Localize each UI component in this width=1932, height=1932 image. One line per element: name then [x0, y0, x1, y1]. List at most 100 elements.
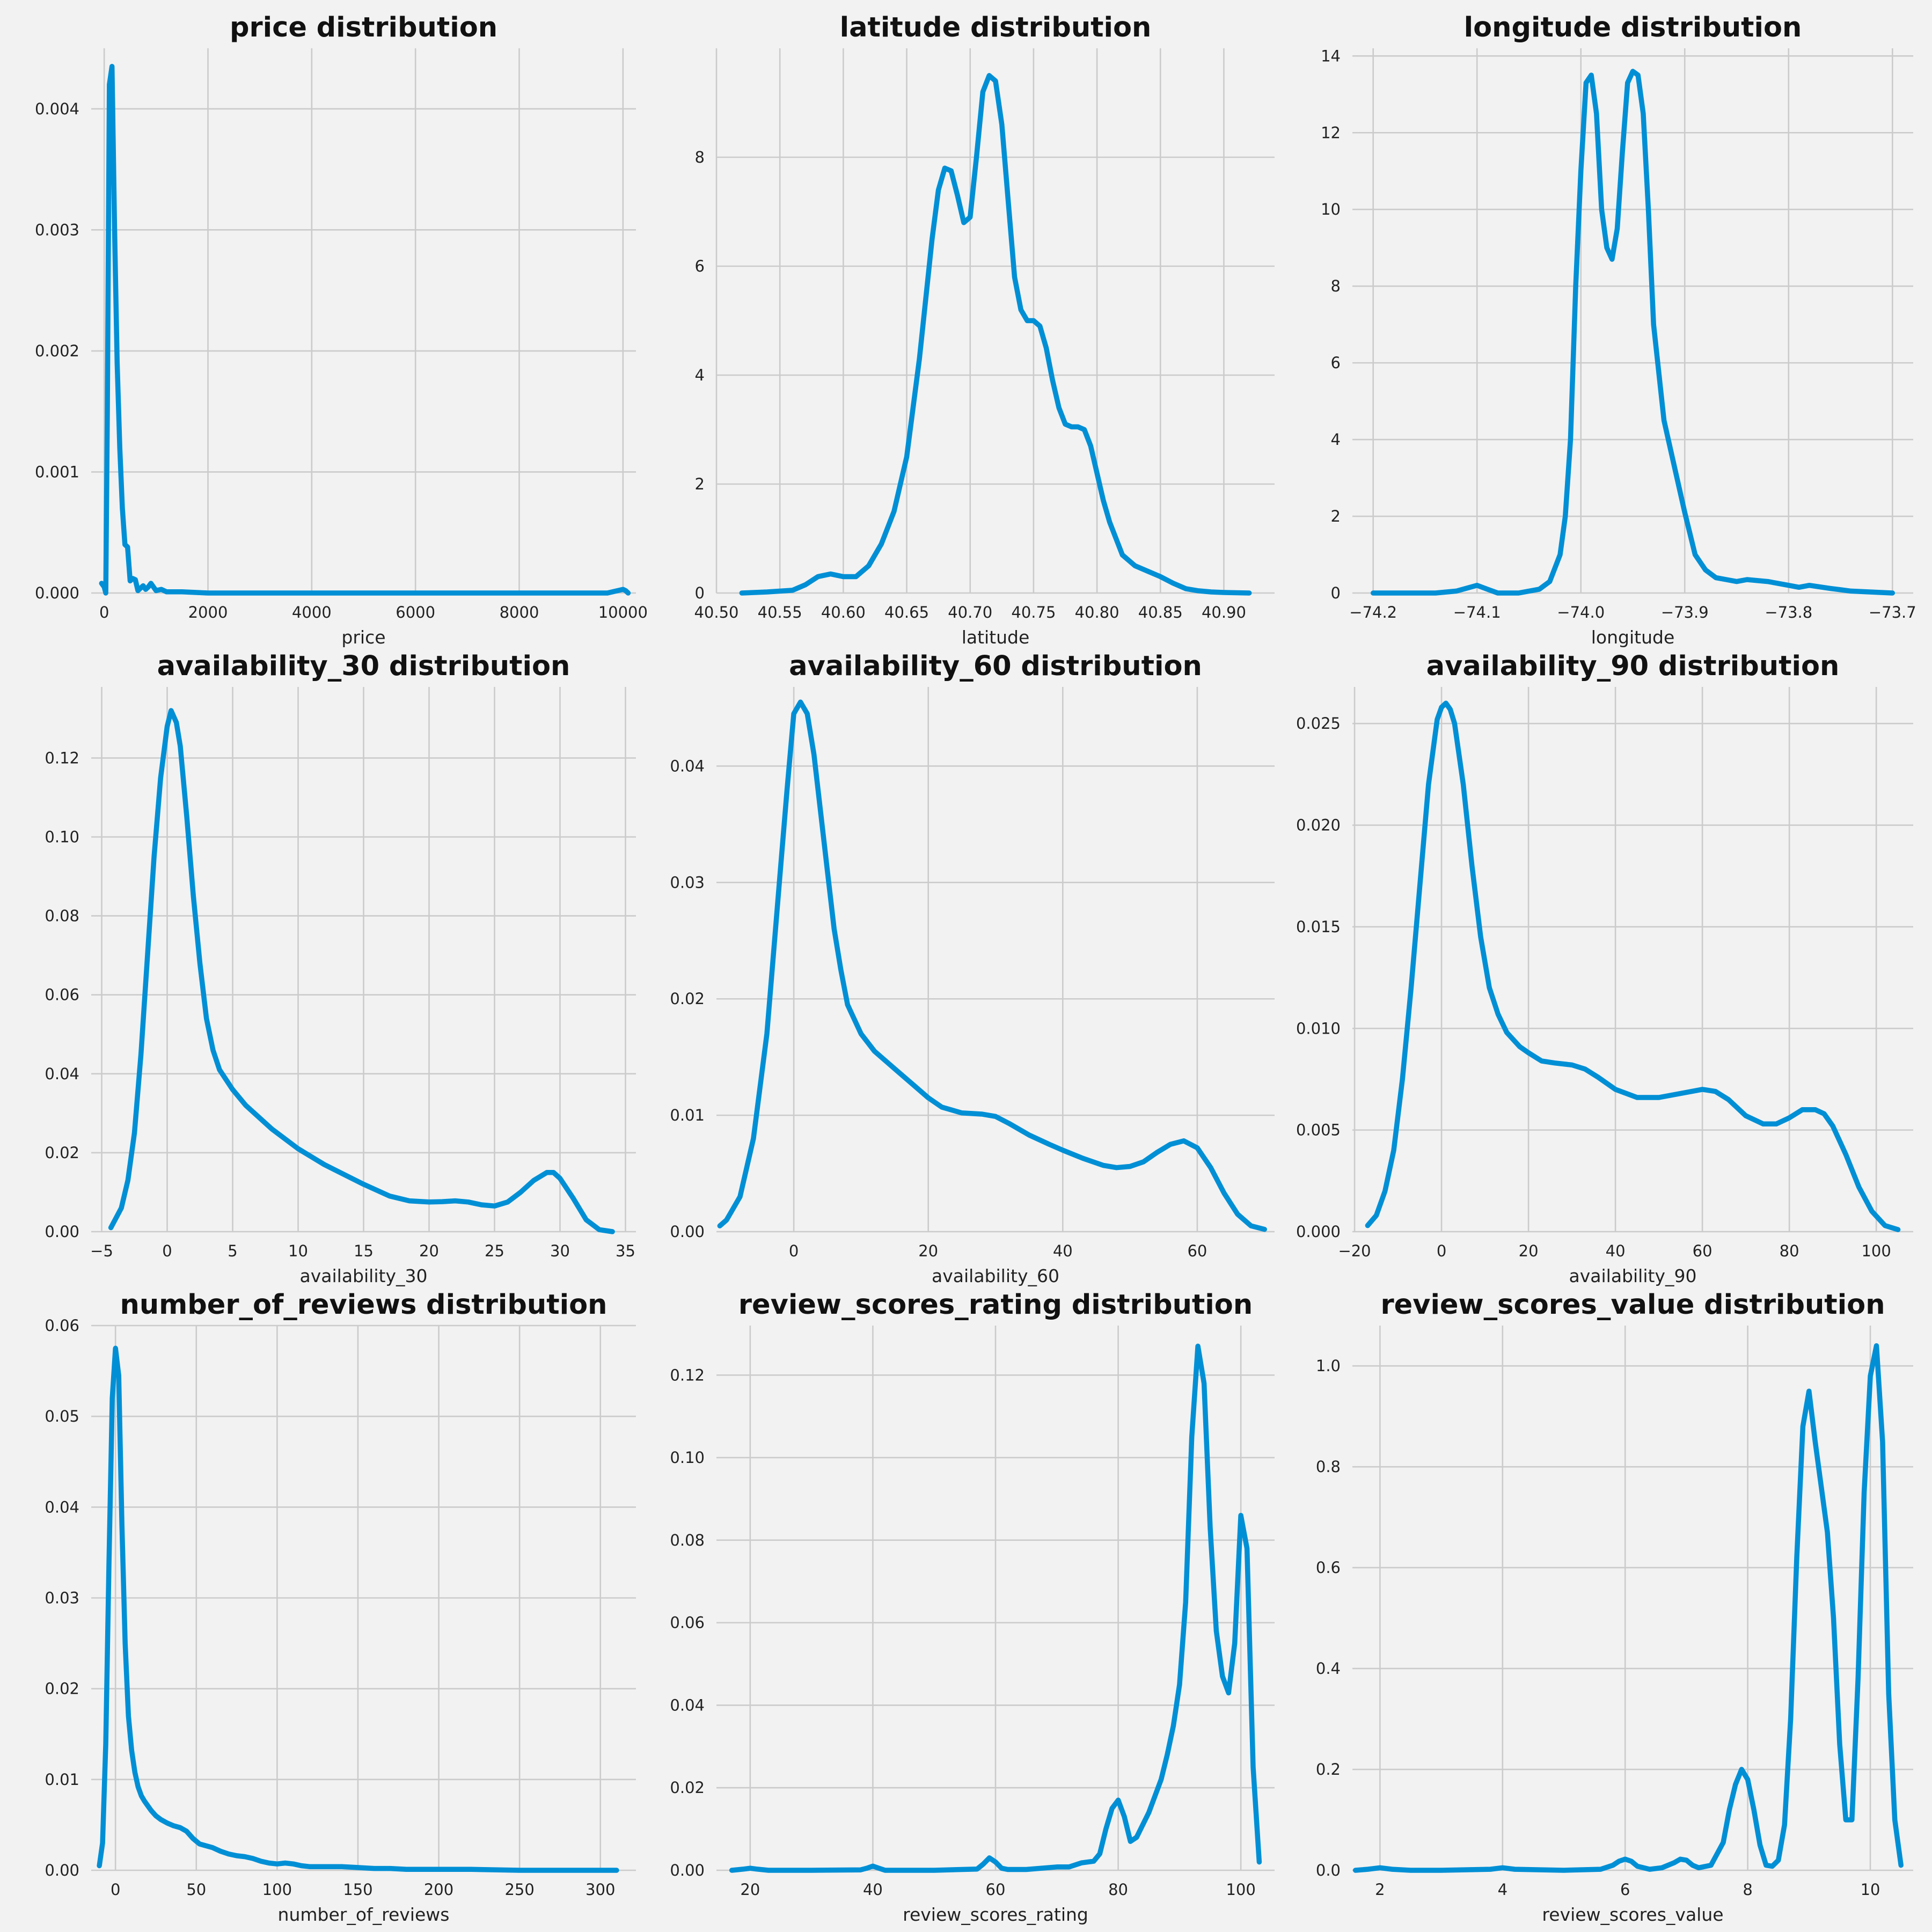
- y-tick-label: 0.8: [1316, 1458, 1341, 1476]
- y-tick-label: 0.2: [1316, 1760, 1341, 1779]
- x-tick-label: 80: [1108, 1880, 1128, 1899]
- x-tick-label: 300: [586, 1880, 615, 1899]
- x-tick-label: 20: [419, 1242, 439, 1260]
- chart-title: number_of_reviews distribution: [120, 1289, 608, 1321]
- y-tick-label: 0.04: [45, 1498, 79, 1516]
- x-tick-label: 250: [504, 1880, 534, 1899]
- x-tick-label: 5: [228, 1242, 237, 1260]
- y-tick-label: 0.000: [1296, 1223, 1341, 1241]
- x-tick-label: −74.0: [1557, 603, 1605, 621]
- x-tick-label: 40.85: [1138, 603, 1183, 621]
- y-tick-label: 0.0: [1316, 1861, 1341, 1879]
- y-tick-label: 0.10: [45, 828, 79, 846]
- x-axis-label: availability_90: [1569, 1265, 1697, 1286]
- x-tick-label: −73.8: [1765, 603, 1812, 621]
- density-line: [99, 64, 631, 596]
- y-tick-label: 1.0: [1316, 1357, 1341, 1375]
- x-axis-label: number_of_reviews: [278, 1904, 450, 1925]
- chart-title: availability_90 distribution: [1426, 650, 1840, 682]
- x-tick-label: 40.80: [1075, 603, 1119, 621]
- x-tick-label: 10: [1861, 1880, 1880, 1899]
- y-tick-label: 10: [1321, 200, 1341, 218]
- density-line: [1365, 700, 1901, 1232]
- x-tick-label: 6000: [396, 603, 435, 621]
- y-tick-label: 0.08: [670, 1531, 705, 1549]
- plot-area: [1352, 48, 1913, 593]
- y-tick-label: 0.02: [45, 1680, 79, 1698]
- x-tick-label: 2000: [188, 603, 228, 621]
- x-tick-label: 60: [1693, 1242, 1713, 1260]
- plot-area: [716, 687, 1275, 1232]
- chart-title: review_scores_rating distribution: [738, 1289, 1253, 1321]
- x-tick-label: 0: [111, 1880, 120, 1899]
- x-axis-label: availability_60: [932, 1265, 1059, 1286]
- y-tick-label: 0.00: [45, 1223, 79, 1241]
- y-tick-label: 6: [695, 257, 705, 275]
- y-tick-label: 0.02: [45, 1144, 79, 1162]
- y-tick-label: 0.00: [670, 1223, 705, 1241]
- x-tick-label: 8000: [500, 603, 539, 621]
- x-tick-label: −74.1: [1453, 603, 1501, 621]
- y-tick-label: 0.00: [45, 1861, 79, 1879]
- x-tick-label: 100: [262, 1880, 292, 1899]
- x-tick-label: 80: [1780, 1242, 1799, 1260]
- x-tick-label: 4: [1498, 1880, 1507, 1899]
- y-tick-label: 0.04: [670, 1696, 705, 1714]
- y-tick-label: 0.08: [45, 907, 79, 925]
- y-tick-label: 0.06: [45, 1316, 79, 1335]
- y-tick-label: 0.06: [670, 1614, 705, 1632]
- y-tick-label: 0.12: [45, 749, 79, 767]
- plot-area: [716, 48, 1275, 593]
- x-tick-label: 100: [1861, 1242, 1891, 1260]
- y-tick-label: 0.001: [35, 463, 79, 481]
- x-axis-label: review_scores_rating: [903, 1904, 1088, 1925]
- density-line: [739, 73, 1252, 596]
- x-tick-label: 10: [288, 1242, 308, 1260]
- density-line: [1370, 69, 1896, 596]
- x-tick-label: 0: [162, 1242, 172, 1260]
- y-tick-label: 0.020: [1296, 816, 1341, 835]
- x-tick-label: −20: [1338, 1242, 1371, 1260]
- x-tick-label: 4000: [292, 603, 332, 621]
- y-tick-label: 0: [695, 584, 705, 602]
- x-tick-label: 200: [424, 1880, 453, 1899]
- x-tick-label: −73.7: [1869, 603, 1916, 621]
- x-tick-label: 8: [1743, 1880, 1752, 1899]
- x-tick-label: 60: [986, 1880, 1006, 1899]
- y-tick-label: 0.004: [35, 100, 79, 118]
- y-tick-label: 0.04: [670, 757, 705, 775]
- x-axis-label: latitude: [962, 627, 1030, 648]
- x-tick-label: 40.55: [758, 603, 802, 621]
- x-tick-label: 100: [1226, 1880, 1255, 1899]
- y-tick-label: 2: [1331, 507, 1341, 525]
- y-tick-label: 0.12: [670, 1366, 705, 1384]
- x-tick-label: 40: [1606, 1242, 1626, 1260]
- chart-panel-8: 20 40 60 80 100 0.00 0.02 0.04 0.06 0.08 0.10 0.12 r…: [670, 1289, 1275, 1925]
- y-tick-label: 12: [1321, 123, 1341, 142]
- chart-title: availability_30 distribution: [157, 650, 570, 682]
- y-tick-label: 4: [695, 366, 705, 384]
- y-tick-label: 0.010: [1296, 1019, 1341, 1037]
- x-tick-label: 40.50: [694, 603, 738, 621]
- x-axis-label: price: [341, 627, 385, 648]
- y-tick-label: 0.4: [1316, 1659, 1341, 1678]
- density-line: [1352, 1343, 1904, 1873]
- x-tick-label: 60: [1187, 1242, 1207, 1260]
- x-tick-label: 15: [354, 1242, 374, 1260]
- y-tick-label: 4: [1331, 430, 1341, 449]
- chart-panel-1: 0 2000 4000 6000 8000 10000 0.000 0.001 0.002 0.0…: [35, 12, 648, 648]
- x-tick-label: 40.75: [1011, 603, 1056, 621]
- y-tick-label: 0.025: [1296, 714, 1341, 733]
- y-tick-label: 8: [1331, 277, 1341, 295]
- y-tick-label: 0.01: [45, 1770, 79, 1789]
- x-axis-label: availability_30: [300, 1265, 428, 1286]
- x-tick-label: 6: [1620, 1880, 1630, 1899]
- x-tick-label: 35: [616, 1242, 635, 1260]
- density-line: [729, 1343, 1262, 1873]
- chart-panel-5: 0 20 40 60 0.00 0.01 0.02 0.03 0.04 availability_…: [670, 650, 1275, 1286]
- y-tick-label: 0.03: [45, 1589, 79, 1607]
- x-tick-label: 2: [1375, 1880, 1385, 1899]
- x-tick-label: 50: [186, 1880, 206, 1899]
- y-tick-label: 0.04: [45, 1065, 79, 1083]
- y-tick-label: 0.05: [45, 1407, 79, 1425]
